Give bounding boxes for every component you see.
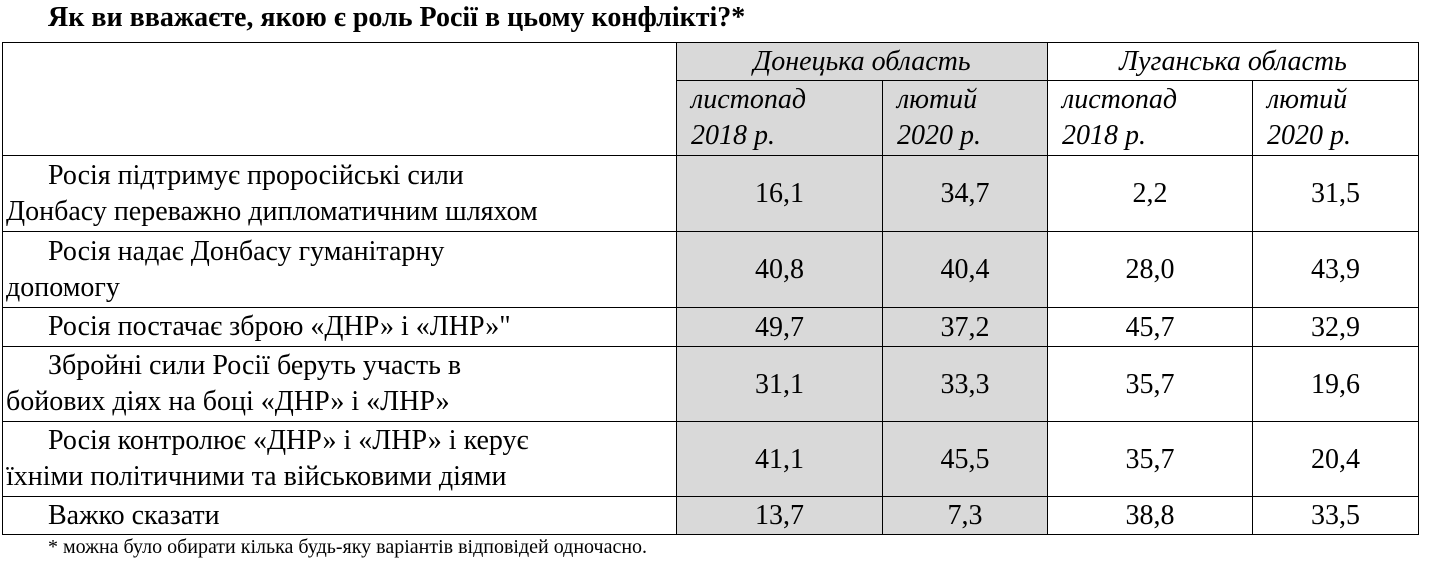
column-header: лютий 2020 р.: [882, 80, 1048, 156]
row-label-line: Росія контролює «ДНР» і «ЛНР» і керує: [48, 425, 529, 456]
column-header: листопад 2018 р.: [1047, 80, 1253, 156]
value-cell: 40,8: [676, 231, 883, 308]
value-cell: 16,1: [676, 155, 883, 232]
table-row: Важко сказати 13,7 7,3 38,8 33,5: [2, 496, 1419, 535]
value-cell: 19,6: [1252, 346, 1419, 422]
value-cell: 33,5: [1252, 496, 1419, 535]
value-cell: 38,8: [1047, 496, 1253, 535]
column-header-line: листопад: [1062, 84, 1178, 115]
row-label-line: Росія підтримує проросійські сили: [48, 159, 464, 191]
value-cell: 31,1: [676, 346, 883, 422]
column-header: листопад 2018 р.: [676, 80, 883, 156]
value-cell: 2,2: [1047, 155, 1253, 232]
value-cell: 34,7: [882, 155, 1048, 232]
value-cell: 40,4: [882, 231, 1048, 308]
corner-cell: [2, 42, 677, 156]
value-cell: 31,5: [1252, 155, 1419, 232]
value-cell: 35,7: [1047, 421, 1253, 497]
column-header: лютий 2020 р.: [1252, 80, 1419, 156]
table-row: Росія надає Донбасу гуманітарну допомогу 4…: [2, 231, 1419, 308]
value-cell: 33,3: [882, 346, 1048, 422]
row-label: Росія постачає зброю «ДНР» і «ЛНР»": [2, 307, 677, 347]
column-header-line: лютий: [1267, 84, 1348, 115]
value-cell: 41,1: [676, 421, 883, 497]
table-row: Збройні сили Росії беруть участь в бойови…: [2, 346, 1419, 422]
group-header: Донецька область: [676, 42, 1048, 81]
value-cell: 45,7: [1047, 307, 1253, 347]
row-label-line: Важко сказати: [48, 499, 220, 531]
title: Як ви вважаєте, якою є роль Росії в цьом…: [48, 2, 746, 33]
row-label-line: допомогу: [6, 271, 120, 303]
value-cell: 49,7: [676, 307, 883, 347]
column-header-line: 2020 р.: [1267, 120, 1351, 151]
table-row: Росія контролює «ДНР» і «ЛНР» і керує їхн…: [2, 421, 1419, 497]
row-label-line: Росія надає Донбасу гуманітарну: [48, 235, 445, 267]
value-cell: 43,9: [1252, 231, 1419, 308]
value-cell: 45,5: [882, 421, 1048, 497]
column-header-line: листопад: [691, 84, 807, 115]
table-row: Росія постачає зброю «ДНР» і «ЛНР»" 49,7 3…: [2, 307, 1419, 347]
header-row: Донецька область Луганська область: [2, 42, 1419, 156]
row-label: Збройні сили Росії беруть участь в бойови…: [2, 346, 677, 422]
row-label: Росія підтримує проросійські сили Донбасу…: [2, 155, 677, 232]
column-header-line: лютий: [897, 84, 978, 115]
column-header-line: 2018 р.: [1062, 120, 1146, 151]
column-header-line: 2020 р.: [897, 120, 981, 151]
row-label: Важко сказати: [2, 496, 677, 535]
row-label: Росія контролює «ДНР» і «ЛНР» і керує їхн…: [2, 421, 677, 497]
table-row: Росія підтримує проросійські сили Донбасу…: [2, 155, 1419, 232]
value-cell: 20,4: [1252, 421, 1419, 497]
group-header: Луганська область: [1047, 42, 1419, 81]
column-header-line: 2018 р.: [691, 120, 775, 151]
row-label-line: бойових діях на боці «ДНР» і «ЛНР»: [6, 386, 450, 417]
table: Донецька область Луганська область листопа…: [2, 42, 1419, 535]
value-cell: 28,0: [1047, 231, 1253, 308]
row-label: Росія надає Донбасу гуманітарну допомогу: [2, 231, 677, 308]
header-row: листопад 2018 р. лютий 2020 р. листопад 2018 …: [3, 80, 1419, 156]
value-cell: 37,2: [882, 307, 1048, 347]
row-label-line: їхніми політичними та військовими діями: [6, 461, 507, 492]
row-label-line: Донбасу переважно дипломатичним шляхом: [6, 195, 538, 227]
row-label-line: Росія постачає зброю «ДНР» і «ЛНР»": [48, 311, 511, 342]
value-cell: 13,7: [676, 496, 883, 535]
value-cell: 7,3: [882, 496, 1048, 535]
row-label-line: Збройні сили Росії беруть участь в: [48, 350, 462, 381]
value-cell: 35,7: [1047, 346, 1253, 422]
footnote: * можна було обирати кілька будь-яку вар…: [48, 536, 648, 558]
value-cell: 32,9: [1252, 307, 1419, 347]
